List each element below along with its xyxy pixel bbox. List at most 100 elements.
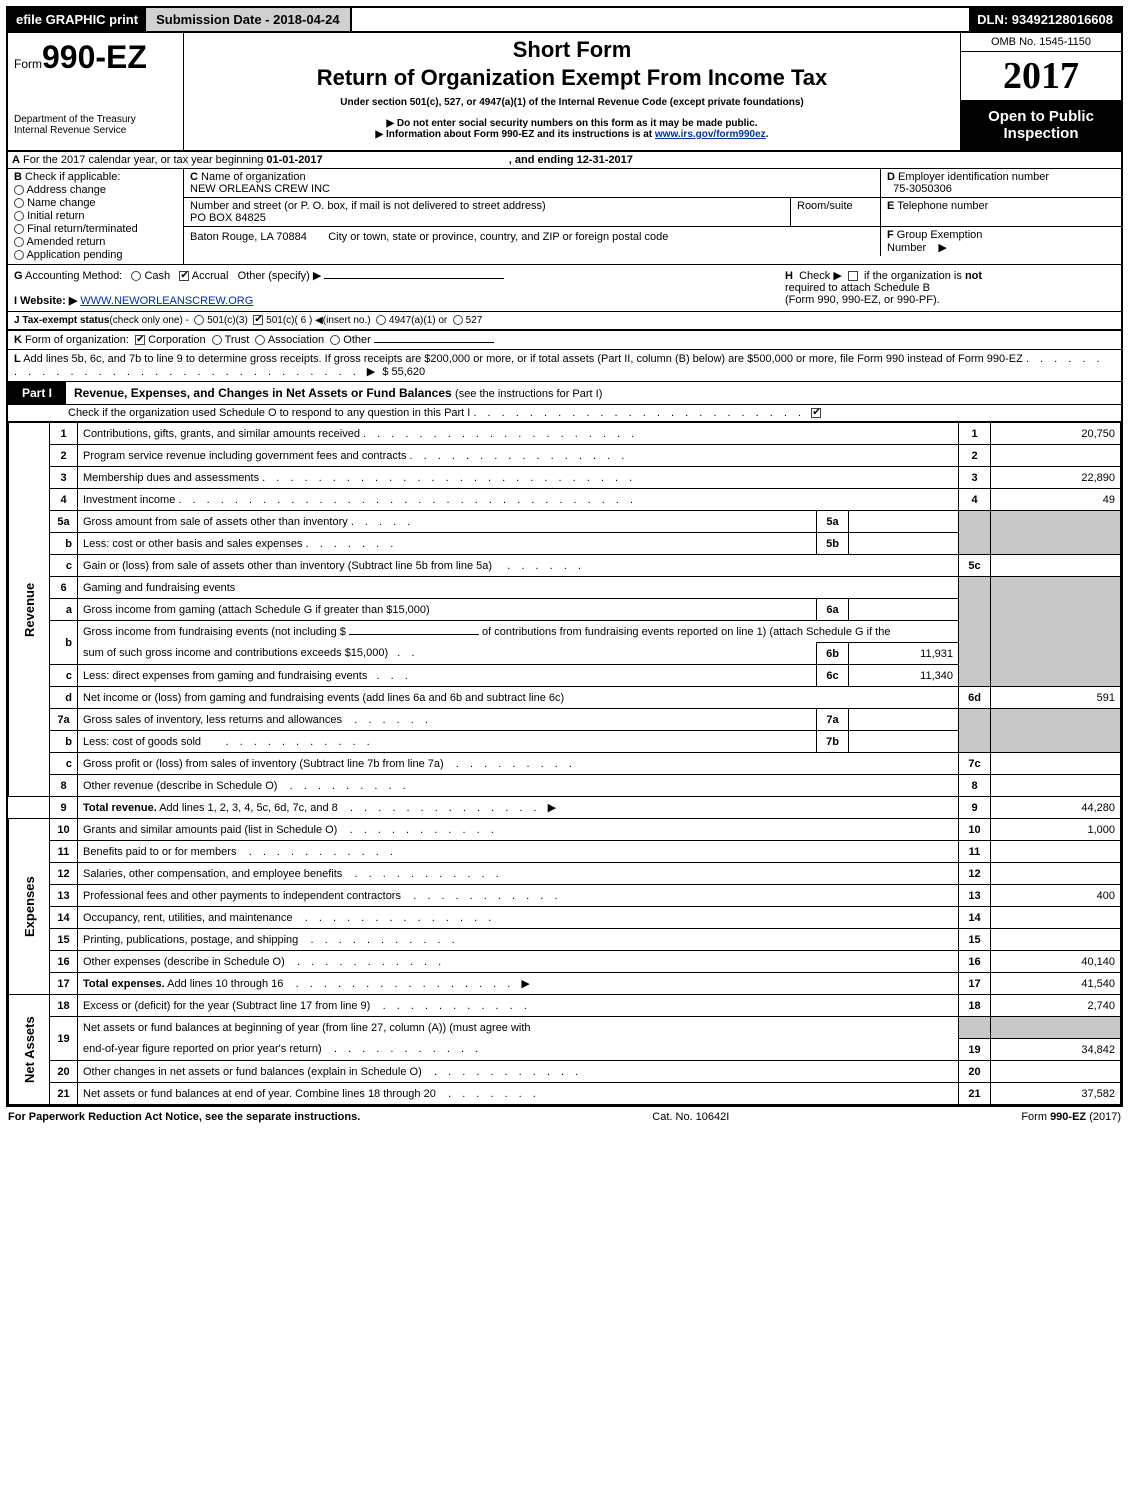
desc-15: Printing, publications, postage, and shi… bbox=[78, 929, 959, 951]
rowA-end: 12-31-2017 bbox=[577, 154, 633, 166]
open-to-public: Open to Public Inspection bbox=[961, 100, 1121, 150]
ln-8: 8 bbox=[50, 775, 78, 797]
desc-8: Other revenue (describe in Schedule O) .… bbox=[78, 775, 959, 797]
ck-501c[interactable] bbox=[253, 315, 263, 325]
ck-h[interactable] bbox=[848, 271, 858, 281]
ck-4947[interactable] bbox=[376, 315, 386, 325]
num-1: 1 bbox=[959, 423, 991, 445]
desc-10: Grants and similar amounts paid (list in… bbox=[78, 819, 959, 841]
ck-corp[interactable] bbox=[135, 335, 145, 345]
part-i-label: Part I bbox=[8, 382, 66, 404]
omb-number: OMB No. 1545-1150 bbox=[961, 33, 1121, 52]
ln-7b: b bbox=[50, 731, 78, 753]
website-link[interactable]: WWW.NEWORLEANSCREW.ORG bbox=[80, 295, 253, 307]
ln-5b: b bbox=[50, 533, 78, 555]
ln-6: 6 bbox=[50, 577, 78, 599]
amt-10: 1,000 bbox=[991, 819, 1121, 841]
form-prefix: Form bbox=[14, 57, 42, 71]
desc-6d: Net income or (loss) from gaming and fun… bbox=[78, 687, 959, 709]
desc-6a: Gross income from gaming (attach Schedul… bbox=[78, 599, 817, 621]
dept-treasury: Department of the Treasury bbox=[14, 114, 177, 125]
ck-name-change[interactable]: Name change bbox=[14, 197, 177, 209]
mini-7a: 7a bbox=[817, 709, 849, 731]
row-a: A For the 2017 calendar year, or tax yea… bbox=[8, 152, 1121, 169]
num-15: 15 bbox=[959, 929, 991, 951]
box-cdef: C Name of organization NEW ORLEANS CREW … bbox=[184, 169, 1121, 264]
amt-17: 41,540 bbox=[991, 973, 1121, 995]
amt-21: 37,582 bbox=[991, 1083, 1121, 1105]
ck-application-pending[interactable]: Application pending bbox=[14, 249, 177, 261]
short-form-title: Short Form bbox=[192, 37, 952, 63]
amt-4: 49 bbox=[991, 489, 1121, 511]
ln-11: 11 bbox=[50, 841, 78, 863]
ck-other[interactable] bbox=[330, 335, 340, 345]
ck-schedule-o[interactable] bbox=[811, 408, 821, 418]
tax-year: 2017 bbox=[961, 52, 1121, 100]
label-j: J bbox=[14, 315, 20, 326]
ck-accrual[interactable] bbox=[179, 271, 189, 281]
label-g: G bbox=[14, 270, 23, 282]
ck-address-change[interactable]: Address change bbox=[14, 184, 177, 196]
desc-18: Excess or (deficit) for the year (Subtra… bbox=[78, 995, 959, 1017]
amt-12 bbox=[991, 863, 1121, 885]
ck-cash[interactable] bbox=[131, 271, 141, 281]
form-number: Form990-EZ bbox=[14, 39, 177, 76]
amt-2 bbox=[991, 445, 1121, 467]
desc-6: Gaming and fundraising events bbox=[78, 577, 959, 599]
rowK-text: Form of organization: bbox=[25, 334, 129, 346]
ck-trust[interactable] bbox=[212, 335, 222, 345]
desc-1: Contributions, gifts, grants, and simila… bbox=[78, 423, 959, 445]
num-5c: 5c bbox=[959, 555, 991, 577]
ln-13: 13 bbox=[50, 885, 78, 907]
info-link[interactable]: www.irs.gov/form990ez bbox=[655, 129, 766, 140]
h-not: not bbox=[965, 270, 982, 282]
boxE-title: Telephone number bbox=[897, 200, 988, 212]
info-line: ▶ Information about Form 990-EZ and its … bbox=[192, 129, 952, 140]
amt-1: 20,750 bbox=[991, 423, 1121, 445]
ln-6c: c bbox=[50, 665, 78, 687]
amt-20 bbox=[991, 1061, 1121, 1083]
ck-initial-return[interactable]: Initial return bbox=[14, 210, 177, 222]
header-left: Form990-EZ Department of the Treasury In… bbox=[8, 33, 184, 150]
ck-amended-return[interactable]: Amended return bbox=[14, 236, 177, 248]
amt-13: 400 bbox=[991, 885, 1121, 907]
amt-18: 2,740 bbox=[991, 995, 1121, 1017]
ck-assoc[interactable] bbox=[255, 335, 265, 345]
ein-value: 75-3050306 bbox=[893, 183, 952, 195]
num-10: 10 bbox=[959, 819, 991, 841]
mini-5b: 5b bbox=[817, 533, 849, 555]
amt-11 bbox=[991, 841, 1121, 863]
mini-6c: 6c bbox=[817, 665, 849, 687]
desc-20: Other changes in net assets or fund bala… bbox=[78, 1061, 959, 1083]
amt-5c bbox=[991, 555, 1121, 577]
boxB-title: Check if applicable: bbox=[25, 171, 120, 183]
desc-6b-1: Gross income from fundraising events (no… bbox=[78, 621, 959, 643]
ck-527[interactable] bbox=[453, 315, 463, 325]
addr-label: Number and street (or P. O. box, if mail… bbox=[190, 200, 546, 212]
part-i-header: Part I Revenue, Expenses, and Changes in… bbox=[8, 382, 1121, 405]
boxF-title2: Number bbox=[887, 242, 926, 254]
num-18: 18 bbox=[959, 995, 991, 1017]
ln-2: 2 bbox=[50, 445, 78, 467]
netassets-section-label: Net Assets bbox=[9, 995, 50, 1105]
num-21: 21 bbox=[959, 1083, 991, 1105]
h-text2: if the organization is bbox=[864, 270, 962, 282]
ln-17: 17 bbox=[50, 973, 78, 995]
desc-3: Membership dues and assessments . . . . … bbox=[78, 467, 959, 489]
ln-7a: 7a bbox=[50, 709, 78, 731]
return-title: Return of Organization Exempt From Incom… bbox=[192, 65, 952, 91]
row-l: L Add lines 5b, 6c, and 7b to line 9 to … bbox=[8, 350, 1121, 382]
desc-4: Investment income . . . . . . . . . . . … bbox=[78, 489, 959, 511]
label-a: A bbox=[12, 154, 20, 166]
amt-15 bbox=[991, 929, 1121, 951]
desc-6c: Less: direct expenses from gaming and fu… bbox=[78, 665, 817, 687]
info-post: . bbox=[766, 129, 769, 140]
desc-5b: Less: cost or other basis and sales expe… bbox=[78, 533, 817, 555]
desc-7a: Gross sales of inventory, less returns a… bbox=[78, 709, 817, 731]
rowL-amount: $ 55,620 bbox=[382, 366, 425, 378]
ck-final-return[interactable]: Final return/terminated bbox=[14, 223, 177, 235]
mini-6a: 6a bbox=[817, 599, 849, 621]
ck-501c3[interactable] bbox=[194, 315, 204, 325]
grey-7-amt bbox=[991, 709, 1121, 753]
grey-19 bbox=[959, 1017, 991, 1039]
